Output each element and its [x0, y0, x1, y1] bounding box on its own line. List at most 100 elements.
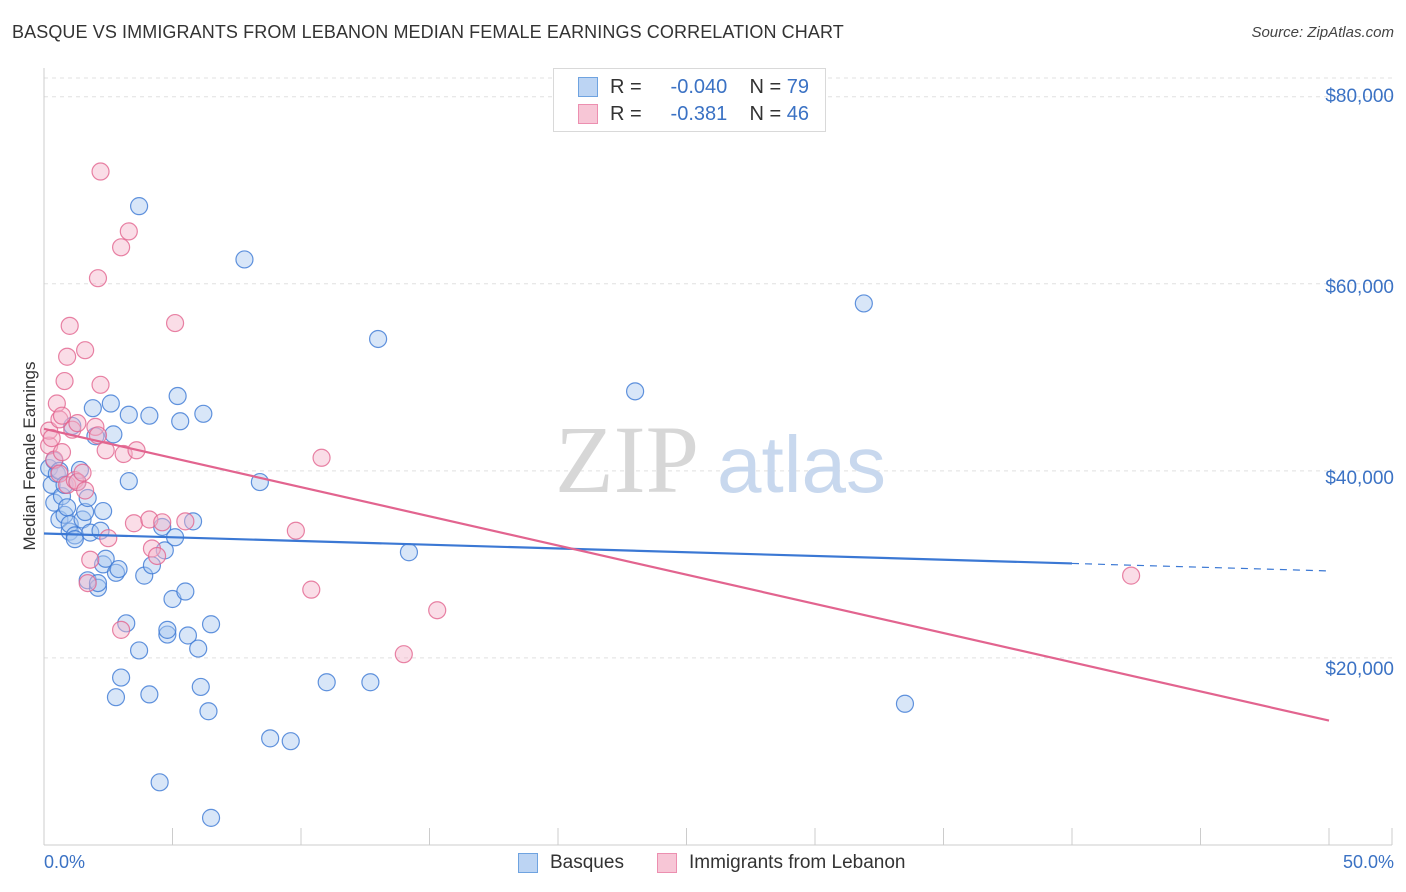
point-basques — [150, 773, 169, 792]
legend-row-lebanon: R = -0.381 N = 46 — [578, 103, 809, 125]
point-lebanon — [55, 371, 74, 391]
point-basques — [176, 582, 195, 601]
point-basques — [111, 668, 131, 687]
point-lebanon — [45, 450, 64, 469]
legend-swatch-basques — [578, 77, 598, 97]
legend-r-label: R = — [610, 102, 642, 125]
legend: R = -0.040 N = 79 R = -0.381 N = 46 — [553, 68, 826, 132]
bottom-legend-swatch-basques — [518, 853, 538, 873]
chart-title: BASQUE VS IMMIGRANTS FROM LEBANON MEDIAN… — [12, 22, 844, 42]
point-basques — [158, 620, 177, 639]
point-lebanon — [147, 546, 167, 566]
point-basques — [369, 329, 388, 349]
data-points — [40, 162, 1141, 827]
point-basques — [119, 472, 138, 491]
watermark-zip: ZIP — [555, 406, 699, 513]
point-lebanon — [60, 316, 79, 335]
point-basques — [168, 386, 187, 406]
point-lebanon — [52, 406, 72, 425]
legend-n-value: 79 — [786, 75, 809, 98]
point-basques — [199, 702, 218, 721]
point-basques — [194, 404, 213, 423]
point-basques — [129, 197, 149, 216]
point-basques — [88, 573, 108, 593]
point-basques — [201, 808, 221, 827]
point-basques — [135, 566, 154, 585]
watermark: ZIP atlas — [555, 406, 886, 513]
axes — [43, 68, 1393, 846]
point-basques — [361, 673, 380, 692]
point-basques — [106, 688, 126, 707]
point-basques — [158, 625, 177, 644]
legend-n-label: N = — [749, 75, 782, 98]
point-basques — [399, 543, 419, 562]
point-lebanon — [124, 514, 144, 533]
point-basques — [281, 732, 300, 751]
point-basques — [58, 498, 77, 517]
legend-swatch-lebanon — [578, 104, 598, 124]
point-basques — [88, 578, 108, 597]
point-lebanon — [73, 463, 92, 482]
point-basques — [109, 559, 128, 579]
point-basques — [183, 512, 203, 531]
legend-n-value: 46 — [786, 102, 809, 125]
point-lebanon — [78, 573, 97, 593]
point-lebanon — [111, 620, 131, 639]
point-lebanon — [52, 443, 72, 462]
point-lebanon — [302, 580, 321, 599]
watermark-atlas: atlas — [717, 420, 886, 509]
legend-row-basques: R = -0.040 N = 79 — [578, 76, 809, 98]
point-basques — [140, 685, 159, 704]
legend-r-label: R = — [610, 75, 642, 98]
point-basques — [83, 399, 102, 418]
point-lebanon — [428, 601, 447, 620]
point-basques — [76, 502, 95, 522]
trend-line-basques — [43, 532, 1073, 565]
point-lebanon — [99, 529, 118, 548]
point-basques — [201, 615, 221, 634]
bottom-legend-label: Basques — [550, 852, 624, 873]
grid — [44, 77, 1392, 659]
point-lebanon — [58, 347, 77, 366]
point-basques — [140, 406, 159, 425]
legend-n-label: N = — [749, 102, 782, 125]
point-basques — [96, 549, 115, 568]
point-lebanon — [76, 481, 95, 500]
point-basques — [235, 250, 254, 269]
bottom-legend-basques: Basques — [518, 852, 624, 874]
point-lebanon — [91, 162, 110, 181]
point-basques — [55, 505, 74, 524]
point-lebanon — [76, 341, 95, 360]
legend-r-value: -0.381 — [670, 102, 728, 125]
trend-line-lebanon — [43, 427, 1330, 722]
bottom-legend-swatch-lebanon — [657, 853, 677, 873]
point-lebanon — [286, 521, 305, 540]
point-lebanon — [81, 550, 100, 569]
point-lebanon — [312, 448, 331, 467]
source-label: Source: ZipAtlas.com — [1251, 24, 1394, 41]
point-basques — [119, 405, 138, 424]
bottom-legend-label: Immigrants from Lebanon — [689, 852, 906, 873]
point-lebanon — [111, 238, 131, 257]
point-basques — [191, 677, 210, 697]
point-basques — [178, 626, 198, 645]
legend-r-value: -0.040 — [670, 75, 728, 98]
point-lebanon — [68, 414, 87, 433]
point-basques — [261, 729, 280, 748]
point-lebanon — [176, 512, 195, 531]
point-lebanon — [1122, 566, 1141, 585]
trend-lines — [43, 427, 1330, 722]
point-basques — [94, 501, 113, 521]
y-tick-label-60000: $60,000 — [1325, 277, 1394, 298]
point-basques — [625, 382, 645, 401]
point-basques — [52, 487, 72, 506]
point-lebanon — [119, 222, 138, 241]
point-basques — [317, 673, 336, 692]
point-lebanon — [88, 269, 108, 288]
point-basques — [189, 639, 208, 658]
x-tick-label-min: 0.0% — [44, 852, 86, 872]
point-lebanon — [91, 375, 110, 394]
point-basques — [171, 412, 190, 431]
bottom-legend-lebanon: Immigrants from Lebanon — [657, 852, 906, 874]
